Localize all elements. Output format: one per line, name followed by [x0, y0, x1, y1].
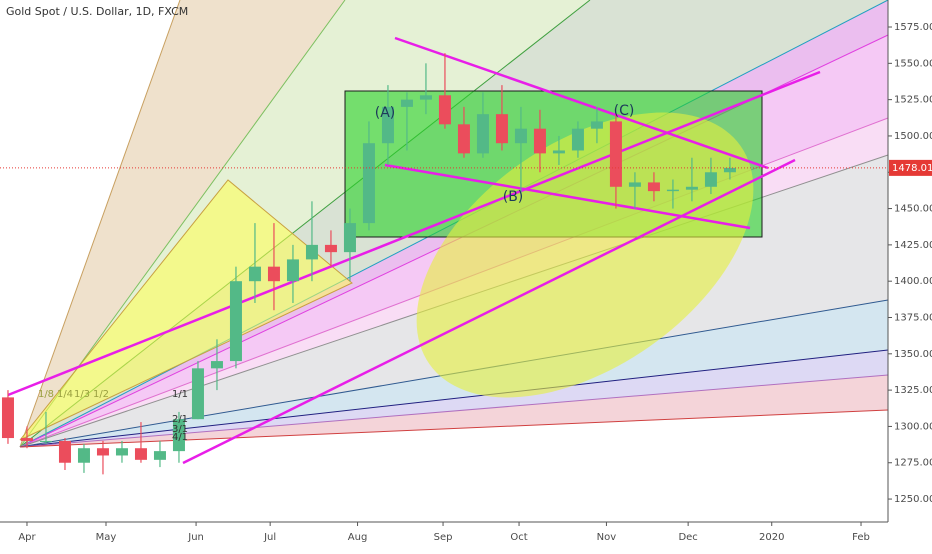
- annotation: (B): [503, 189, 524, 205]
- candle-body: [457, 124, 470, 154]
- candle-body: [58, 440, 71, 463]
- candles: [1, 53, 736, 475]
- candle-body: [590, 121, 603, 129]
- annotation: 1/3: [74, 389, 90, 400]
- chart-title: Gold Spot / U.S. Dollar, 1D, FXCM: [6, 5, 188, 18]
- y-tick-label: 1350.00: [894, 349, 932, 360]
- y-tick-label: 1325.00: [894, 385, 932, 396]
- candle-body: [362, 143, 375, 224]
- candle-body: [115, 448, 128, 456]
- trend-lines: [7, 36, 821, 465]
- candle-body: [267, 266, 280, 282]
- price-axis: [888, 0, 932, 550]
- candle-body: [172, 419, 185, 452]
- candle-body: [419, 95, 432, 100]
- annotation: 1/4: [57, 389, 73, 400]
- trend-line: [394, 36, 769, 170]
- candle-body: [210, 361, 223, 369]
- fan-line: [19, 0, 181, 448]
- candle-body: [685, 186, 698, 190]
- candle-body: [381, 106, 394, 144]
- candle-body: [609, 121, 622, 187]
- candle-body: [191, 368, 204, 420]
- trend-line: [182, 158, 796, 465]
- candle-body: [723, 167, 736, 173]
- x-tick-label: Jul: [263, 532, 276, 543]
- x-tick-label: Sep: [434, 532, 453, 543]
- candle-body: [438, 95, 451, 125]
- y-tick-label: 1550.00: [894, 58, 932, 69]
- last-price-box: [889, 159, 932, 176]
- candle-body: [20, 438, 33, 441]
- annotation: (C): [614, 103, 635, 119]
- candle-body: [134, 448, 147, 460]
- x-tick-label: 2020: [759, 532, 784, 543]
- candle-body: [647, 182, 660, 192]
- candle-body: [343, 223, 356, 253]
- x-tick-label: Apr: [18, 532, 36, 543]
- x-tick-label: May: [96, 532, 117, 543]
- x-tick-label: Aug: [348, 532, 368, 543]
- candle-body: [324, 244, 337, 253]
- x-tick-label: Nov: [597, 532, 617, 543]
- y-tick-label: 1575.00: [894, 22, 932, 33]
- drawings: [7, 0, 889, 465]
- annotation: (A): [375, 105, 396, 121]
- y-tick-label: 1500.00: [894, 131, 932, 142]
- annotation: 4/1: [172, 432, 188, 443]
- y-tick-label: 1425.00: [894, 240, 932, 251]
- annotation: 1/2: [93, 389, 109, 400]
- fan-line: [19, 349, 889, 448]
- candle-body: [1, 397, 14, 439]
- annotation: 1/8: [38, 389, 54, 400]
- candle-body: [39, 440, 52, 442]
- y-tick-label: 1400.00: [894, 276, 932, 287]
- time-axis: [0, 522, 932, 550]
- annotation: 3/1: [172, 424, 188, 435]
- candle-body: [96, 448, 109, 456]
- last-price-label: 1478.01: [892, 163, 932, 174]
- fan-line: [19, 374, 889, 448]
- y-tick-label: 1250.00: [894, 494, 932, 505]
- y-tick-label: 1375.00: [894, 312, 932, 323]
- y-tick-label: 1525.00: [894, 95, 932, 106]
- y-tick-label: 1275.00: [894, 458, 932, 469]
- x-tick-label: Jun: [187, 532, 204, 543]
- x-tick-label: Feb: [852, 532, 870, 543]
- candle-body: [514, 128, 527, 144]
- fan-line: [19, 409, 889, 448]
- y-tick-label: 1300.00: [894, 421, 932, 432]
- candle-body: [552, 150, 565, 154]
- candle-body: [628, 182, 641, 187]
- annotation: 1/1: [172, 389, 188, 400]
- candle-body: [305, 244, 318, 260]
- candle-body: [400, 99, 413, 107]
- candle-body: [153, 451, 166, 460]
- trend-line: [7, 70, 821, 397]
- trend-line: [384, 163, 751, 230]
- candle-body: [495, 114, 508, 144]
- y-tick-label: 1450.00: [894, 204, 932, 215]
- candle-body: [248, 266, 261, 282]
- candle-body: [571, 128, 584, 151]
- x-tick-label: Dec: [678, 532, 697, 543]
- candle-body: [229, 281, 242, 362]
- annotation: 2/1: [172, 414, 188, 425]
- candle-body: [77, 448, 90, 463]
- x-tick-label: Oct: [510, 532, 527, 543]
- candle-body: [533, 128, 546, 154]
- yellow-triangle: [19, 179, 353, 441]
- candle-body: [704, 172, 717, 187]
- candle-body: [286, 259, 299, 282]
- candle-body: [666, 189, 679, 192]
- candle-body: [476, 114, 489, 154]
